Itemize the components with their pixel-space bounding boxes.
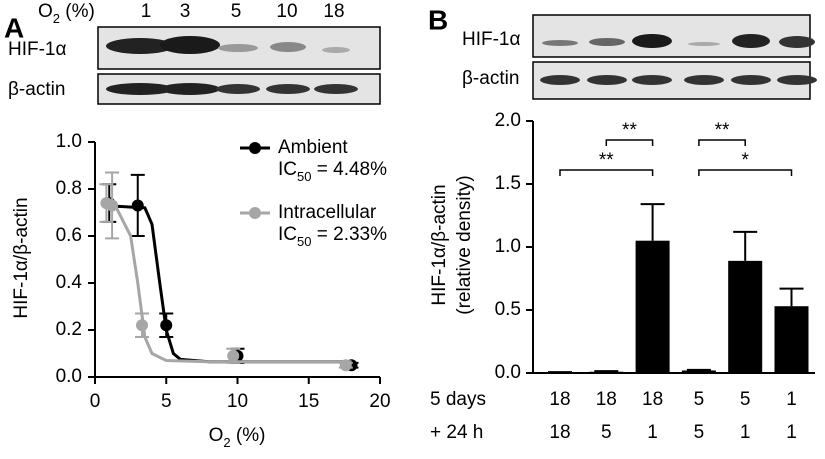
y-tick-label: 0.0 <box>56 366 82 387</box>
o2-label-part: (%) <box>60 1 95 22</box>
y-tick-label: 0.5 <box>495 299 521 320</box>
y-tick-label: 0.2 <box>56 319 82 340</box>
ic50-label-part: 50 <box>297 169 311 184</box>
x-axis-label-part: 2 <box>223 435 230 450</box>
row-label: + 24 h <box>430 422 483 443</box>
point <box>160 319 172 331</box>
row-value: 5 <box>694 422 705 443</box>
ic50-label-part: IC <box>278 224 297 245</box>
lane-label: 18 <box>323 1 344 22</box>
row-value: 18 <box>642 389 663 410</box>
row-value: 5 <box>601 422 612 443</box>
ic50-label: IC50 = 4.48% <box>278 159 387 184</box>
significance-label: ** <box>715 120 730 141</box>
row-value: 1 <box>740 422 751 443</box>
bar <box>589 372 623 373</box>
point <box>106 199 118 211</box>
o2-label-part: O <box>38 1 53 22</box>
point <box>227 350 239 362</box>
row-value: 18 <box>549 422 570 443</box>
y-axis-label: (relative density) <box>454 175 475 314</box>
blot-label: β-actin <box>462 68 519 89</box>
error-bar <box>780 289 804 307</box>
y-tick-label: 0.0 <box>495 362 521 383</box>
error-bar <box>594 371 618 372</box>
significance-label: ** <box>599 150 614 171</box>
legend-marker <box>249 207 261 219</box>
y-tick-label: 1.5 <box>495 173 521 194</box>
significance-label: ** <box>622 120 637 141</box>
bar <box>682 370 716 373</box>
error-bar <box>733 232 757 261</box>
legend-marker <box>249 142 261 154</box>
ic50-label-part: IC <box>278 159 297 180</box>
y-tick-label: 0.8 <box>56 178 82 199</box>
ic50-label-part: 50 <box>297 234 311 249</box>
y-axis-label: HIF-1α/β-actin <box>429 184 450 305</box>
row-value: 18 <box>549 389 570 410</box>
legend-label: Intracellular <box>278 202 377 223</box>
lane-label: 10 <box>276 1 297 22</box>
x-tick-label: 15 <box>298 391 319 412</box>
blot-a <box>98 27 380 104</box>
blot-label: β-actin <box>8 79 65 100</box>
blot-label: HIF-1α <box>8 39 67 60</box>
row-value: 1 <box>647 422 658 443</box>
x-tick-label: 0 <box>90 391 101 412</box>
point <box>132 199 144 211</box>
lane-label: 3 <box>180 1 191 22</box>
o2-label: O2 (%) <box>38 1 95 26</box>
bar <box>543 372 577 373</box>
blot-b <box>533 15 817 99</box>
panel-letter: B <box>428 4 448 35</box>
x-tick-label: 10 <box>227 391 248 412</box>
row-value: 1 <box>786 389 797 410</box>
bar <box>636 241 670 373</box>
row-label: 5 days <box>430 389 486 410</box>
x-tick-label: 20 <box>369 391 390 412</box>
error-bar <box>687 370 711 371</box>
x-axis-label: O2 (%) <box>209 425 266 450</box>
row-value: 5 <box>740 389 751 410</box>
y-tick-label: 0.6 <box>56 225 82 246</box>
y-tick-label: 2.0 <box>495 110 521 131</box>
row-value: 18 <box>596 389 617 410</box>
x-axis-label-part: (%) <box>231 425 266 446</box>
x-axis-label-part: O <box>209 425 224 446</box>
point <box>136 319 148 331</box>
y-axis-label: HIF-1α/β-actin <box>11 197 32 318</box>
error-bar <box>641 204 665 241</box>
ic50-label: IC50 = 2.33% <box>278 224 387 249</box>
significance-label: * <box>741 150 749 171</box>
ic50-label-part: = 4.48% <box>311 159 387 180</box>
y-tick-label: 1.0 <box>56 131 82 152</box>
lane-label: 1 <box>141 1 152 22</box>
point <box>340 359 352 371</box>
ic50-label-part: = 2.33% <box>311 224 387 245</box>
x-tick-label: 5 <box>161 391 172 412</box>
y-tick-label: 1.0 <box>495 236 521 257</box>
o2-label-part: 2 <box>53 11 60 26</box>
legend-label: Ambient <box>278 137 348 158</box>
row-value: 1 <box>786 422 797 443</box>
bar <box>775 306 809 373</box>
row-value: 5 <box>694 389 705 410</box>
lane-label: 5 <box>231 1 242 22</box>
blot-label: HIF-1α <box>462 29 521 50</box>
y-tick-label: 0.4 <box>56 272 83 293</box>
bar <box>728 261 762 373</box>
